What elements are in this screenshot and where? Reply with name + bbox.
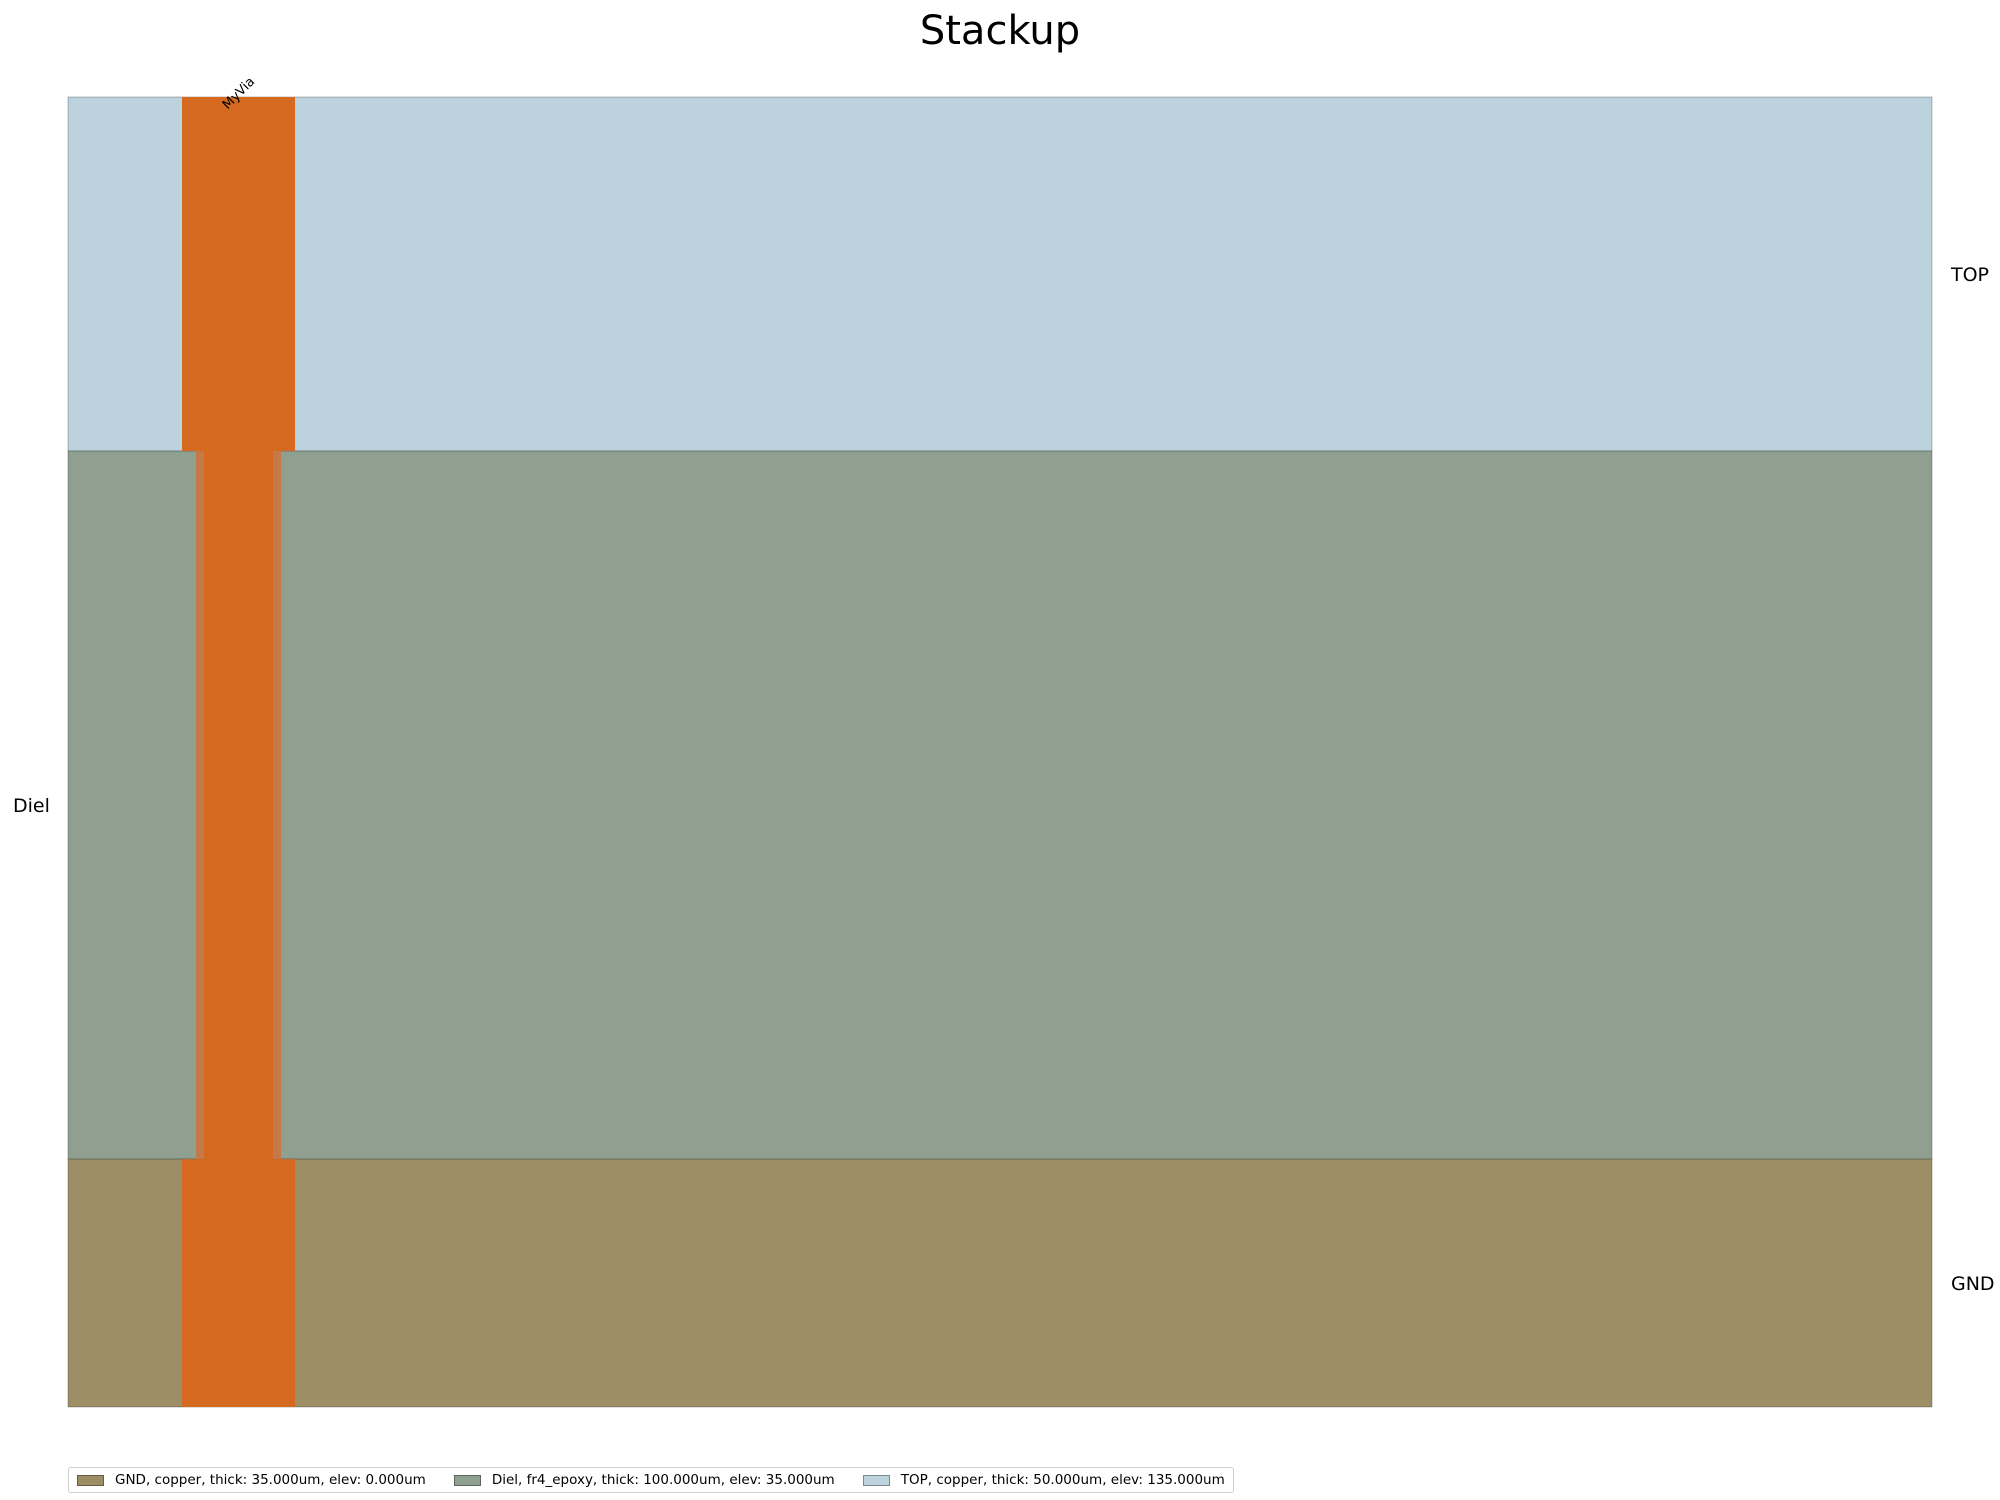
layer-label-diel: Diel	[13, 795, 50, 817]
legend-swatch-diel	[453, 1474, 481, 1486]
via-group: MyVia	[182, 74, 295, 1407]
via-pad-bottom	[182, 1159, 295, 1407]
layer-top	[67, 96, 1933, 452]
legend-swatch-gnd	[77, 1474, 104, 1486]
layer-gnd	[67, 1158, 1933, 1408]
layer-label-top: TOP	[1950, 264, 1989, 286]
legend-label-diel: Diel, fr4_epoxy, thick: 100.000um, elev:…	[491, 1472, 835, 1488]
legend-item-diel: Diel, fr4_epoxy, thick: 100.000um, elev:…	[453, 1472, 835, 1488]
legend-label-top: TOP, copper, thick: 50.000um, elev: 135.…	[900, 1472, 1225, 1488]
layer-labels: TOP Diel GND	[13, 264, 1995, 1295]
legend-item-gnd: GND, copper, thick: 35.000um, elev: 0.00…	[77, 1472, 426, 1488]
layer-diel	[67, 450, 1933, 1160]
stackup-layers	[67, 96, 1933, 1408]
chart-title: Stackup	[920, 8, 1080, 54]
layer-label-gnd: GND	[1951, 1273, 1995, 1295]
legend-label-gnd: GND, copper, thick: 35.000um, elev: 0.00…	[115, 1472, 426, 1488]
legend-item-top: TOP, copper, thick: 50.000um, elev: 135.…	[862, 1472, 1225, 1488]
legend-swatch-top	[862, 1474, 890, 1486]
legend: GND, copper, thick: 35.000um, elev: 0.00…	[68, 1467, 1234, 1493]
via-barrel	[204, 451, 273, 1160]
via-pad-top	[182, 97, 295, 452]
